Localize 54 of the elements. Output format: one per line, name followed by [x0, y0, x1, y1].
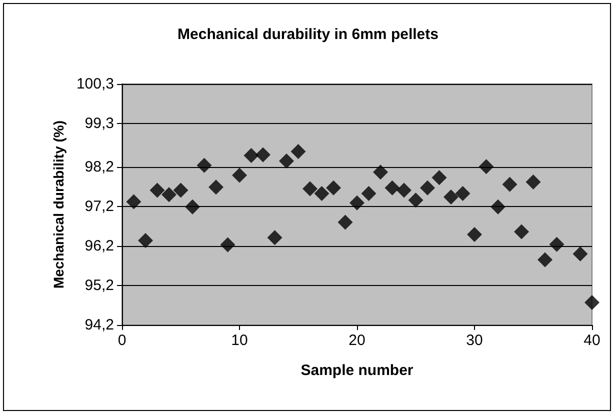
point [526, 174, 541, 190]
point [467, 227, 482, 242]
point [572, 246, 588, 262]
point [350, 195, 364, 210]
y-tick-label: 96,2 [84, 237, 114, 254]
point [290, 144, 306, 160]
point [338, 214, 353, 230]
y-tick-label: 95,2 [84, 276, 114, 294]
y-axis-title: Mechanical durability (%) [50, 120, 67, 289]
x-tick-label: 0 [118, 332, 126, 349]
point [502, 176, 518, 192]
y-tick-label: 99,3 [84, 115, 114, 132]
point [444, 189, 458, 204]
x-tick-label: 30 [466, 332, 483, 349]
point [384, 180, 400, 196]
point [314, 186, 330, 201]
point [244, 148, 259, 164]
chart-title: Mechanical durability in 6mm pellets [178, 26, 438, 43]
y-tick-label: 97,2 [84, 198, 114, 215]
point [208, 180, 224, 195]
point [256, 147, 270, 162]
point [173, 182, 188, 198]
point [326, 180, 341, 196]
point [162, 187, 176, 202]
point [196, 158, 212, 173]
point [420, 180, 435, 196]
point [138, 232, 153, 248]
x-axis-title: Sample number [300, 362, 414, 379]
point [490, 199, 506, 214]
point [302, 181, 318, 196]
point [549, 236, 564, 252]
point [408, 192, 424, 208]
point [126, 194, 142, 210]
x-tick-label: 40 [584, 332, 600, 349]
y-tick-label: 94,2 [84, 316, 114, 334]
y-tick-label: 100,3 [76, 76, 114, 92]
point [279, 154, 294, 169]
point [150, 182, 165, 198]
point [185, 199, 200, 214]
point [267, 230, 282, 246]
y-tick-label: 98,2 [84, 158, 114, 176]
x-tick-label: 20 [348, 332, 366, 349]
point [514, 224, 529, 240]
point [232, 168, 247, 183]
x-tick-label: 10 [231, 332, 248, 349]
point [538, 252, 552, 268]
point [220, 237, 236, 252]
point [396, 182, 412, 198]
point [478, 159, 494, 174]
point [373, 164, 388, 180]
point [361, 186, 376, 201]
point [432, 170, 447, 186]
point [455, 186, 470, 201]
point [584, 294, 600, 310]
